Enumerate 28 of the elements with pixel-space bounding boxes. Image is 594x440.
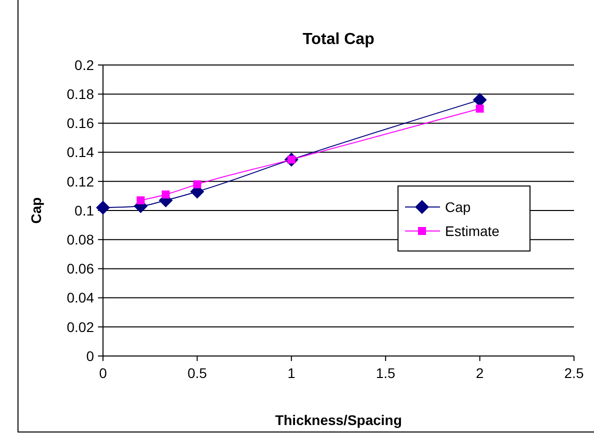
x-tick-label: 1.5 [376, 365, 396, 381]
y-tick-label: 0.08 [66, 232, 94, 248]
x-tick-label: 0.5 [187, 365, 208, 381]
x-tick-label: 2 [476, 365, 484, 381]
y-tick-label: 0.16 [66, 115, 94, 132]
x-tick-label: 0 [99, 365, 108, 381]
y-tick-label: 0.06 [66, 260, 94, 277]
y-tick-label: 0.18 [66, 86, 94, 102]
y-axis-title: Cap [28, 197, 44, 224]
x-tick-label: 2.5 [564, 365, 584, 381]
y-tick-label: 0.14 [66, 144, 94, 160]
y-tick-label: 0.2 [74, 56, 94, 73]
point [193, 180, 202, 188]
y-tick-label: 0.02 [66, 318, 94, 335]
point [136, 196, 145, 204]
point [162, 190, 170, 198]
y-tick-label: 0 [86, 348, 94, 364]
point [96, 200, 110, 215]
point [472, 92, 487, 107]
y-tick-label: 0.04 [66, 290, 94, 306]
point [476, 104, 484, 113]
legend-label: Estimate [445, 222, 500, 239]
legend-label: Cap [445, 198, 471, 215]
chart-title: Total Cap [302, 31, 375, 48]
x-tick-label: 1 [288, 365, 296, 381]
x-axis-title: Thickness/Spacing [275, 412, 402, 428]
y-tick-label: 0.12 [66, 173, 94, 190]
y-tick-label: 0.1 [74, 202, 94, 218]
